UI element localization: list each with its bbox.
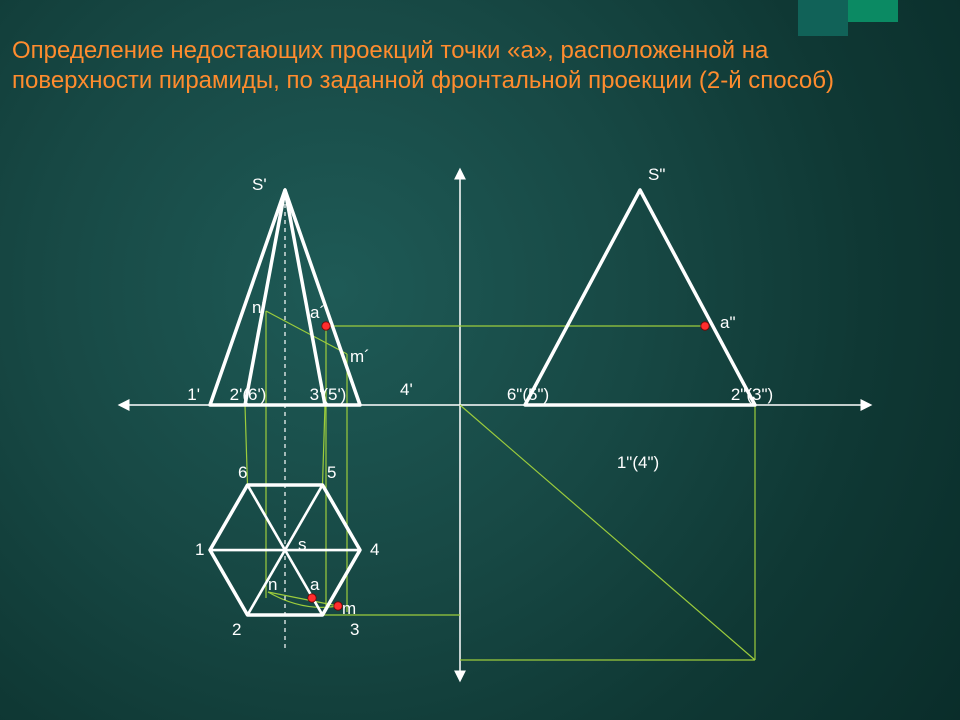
svg-text:S': S'	[252, 175, 267, 194]
svg-text:2: 2	[232, 620, 241, 639]
svg-text:a: a	[310, 575, 320, 594]
svg-text:m: m	[342, 599, 356, 618]
svg-text:5: 5	[327, 463, 336, 482]
svg-text:6"(5"): 6"(5")	[507, 385, 549, 404]
svg-text:n: n	[268, 575, 277, 594]
svg-text:a": a"	[720, 313, 736, 332]
svg-text:n´: n´	[252, 298, 267, 317]
svg-text:s: s	[298, 535, 307, 554]
svg-text:m´: m´	[350, 347, 370, 366]
svg-text:6: 6	[238, 463, 247, 482]
diagram-canvas: S' 1' 2'(6') 3'(5') 4' a´ n´ m´ S" 6"(5") 2"(3") 1"…	[0, 0, 960, 720]
svg-text:3: 3	[350, 620, 359, 639]
svg-text:1"(4"): 1"(4")	[617, 453, 659, 472]
svg-text:1': 1'	[187, 385, 200, 404]
svg-text:4': 4'	[400, 380, 413, 399]
svg-text:1: 1	[195, 540, 204, 559]
svg-text:S": S"	[648, 165, 665, 184]
svg-text:a´: a´	[310, 303, 325, 322]
axes	[120, 170, 870, 680]
svg-text:2'(6'): 2'(6')	[230, 385, 267, 404]
solid-geometry	[210, 190, 755, 615]
svg-text:4: 4	[370, 540, 379, 559]
svg-text:2"(3"): 2"(3")	[731, 385, 773, 404]
svg-text:3'(5'): 3'(5')	[310, 385, 347, 404]
